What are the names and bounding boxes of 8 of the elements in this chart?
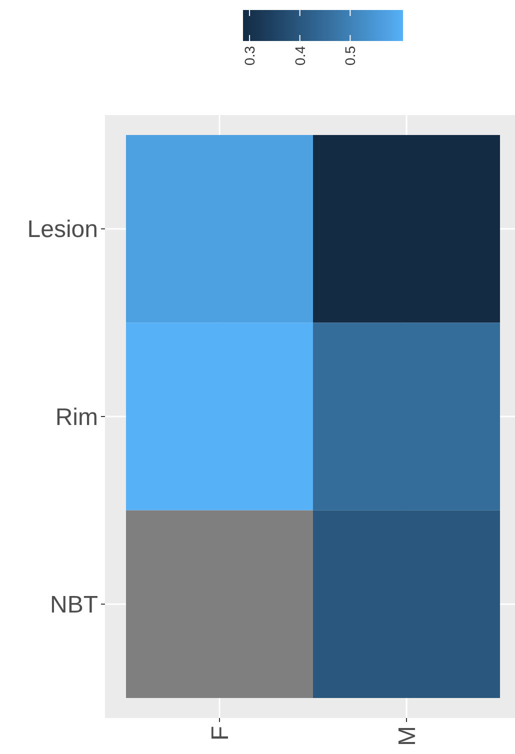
y-tick-label: Rim — [55, 404, 98, 431]
x-tick-label: F — [206, 726, 234, 741]
y-tick-label: Lesion — [27, 216, 98, 244]
y-tick-label: NBT — [50, 592, 98, 619]
color-bar-label: 0.4 — [292, 46, 308, 66]
color-bar-label: 0.3 — [242, 46, 258, 66]
color-bar-label: 0.5 — [342, 46, 358, 66]
x-tick-label: M — [394, 726, 421, 746]
